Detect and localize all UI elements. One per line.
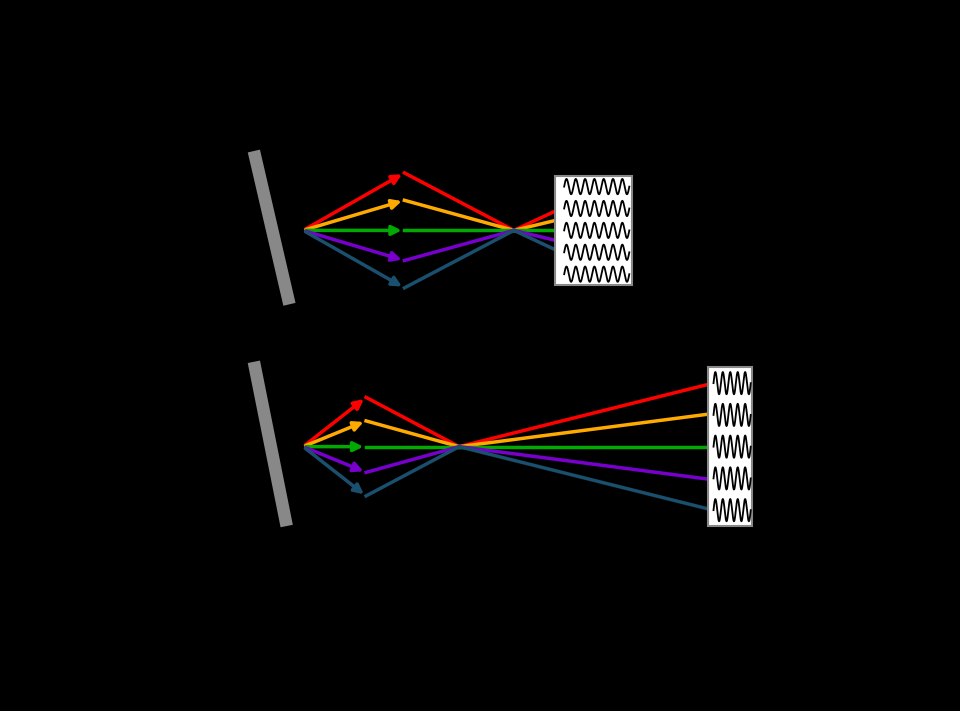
Bar — [708, 368, 752, 526]
Bar — [555, 176, 632, 285]
